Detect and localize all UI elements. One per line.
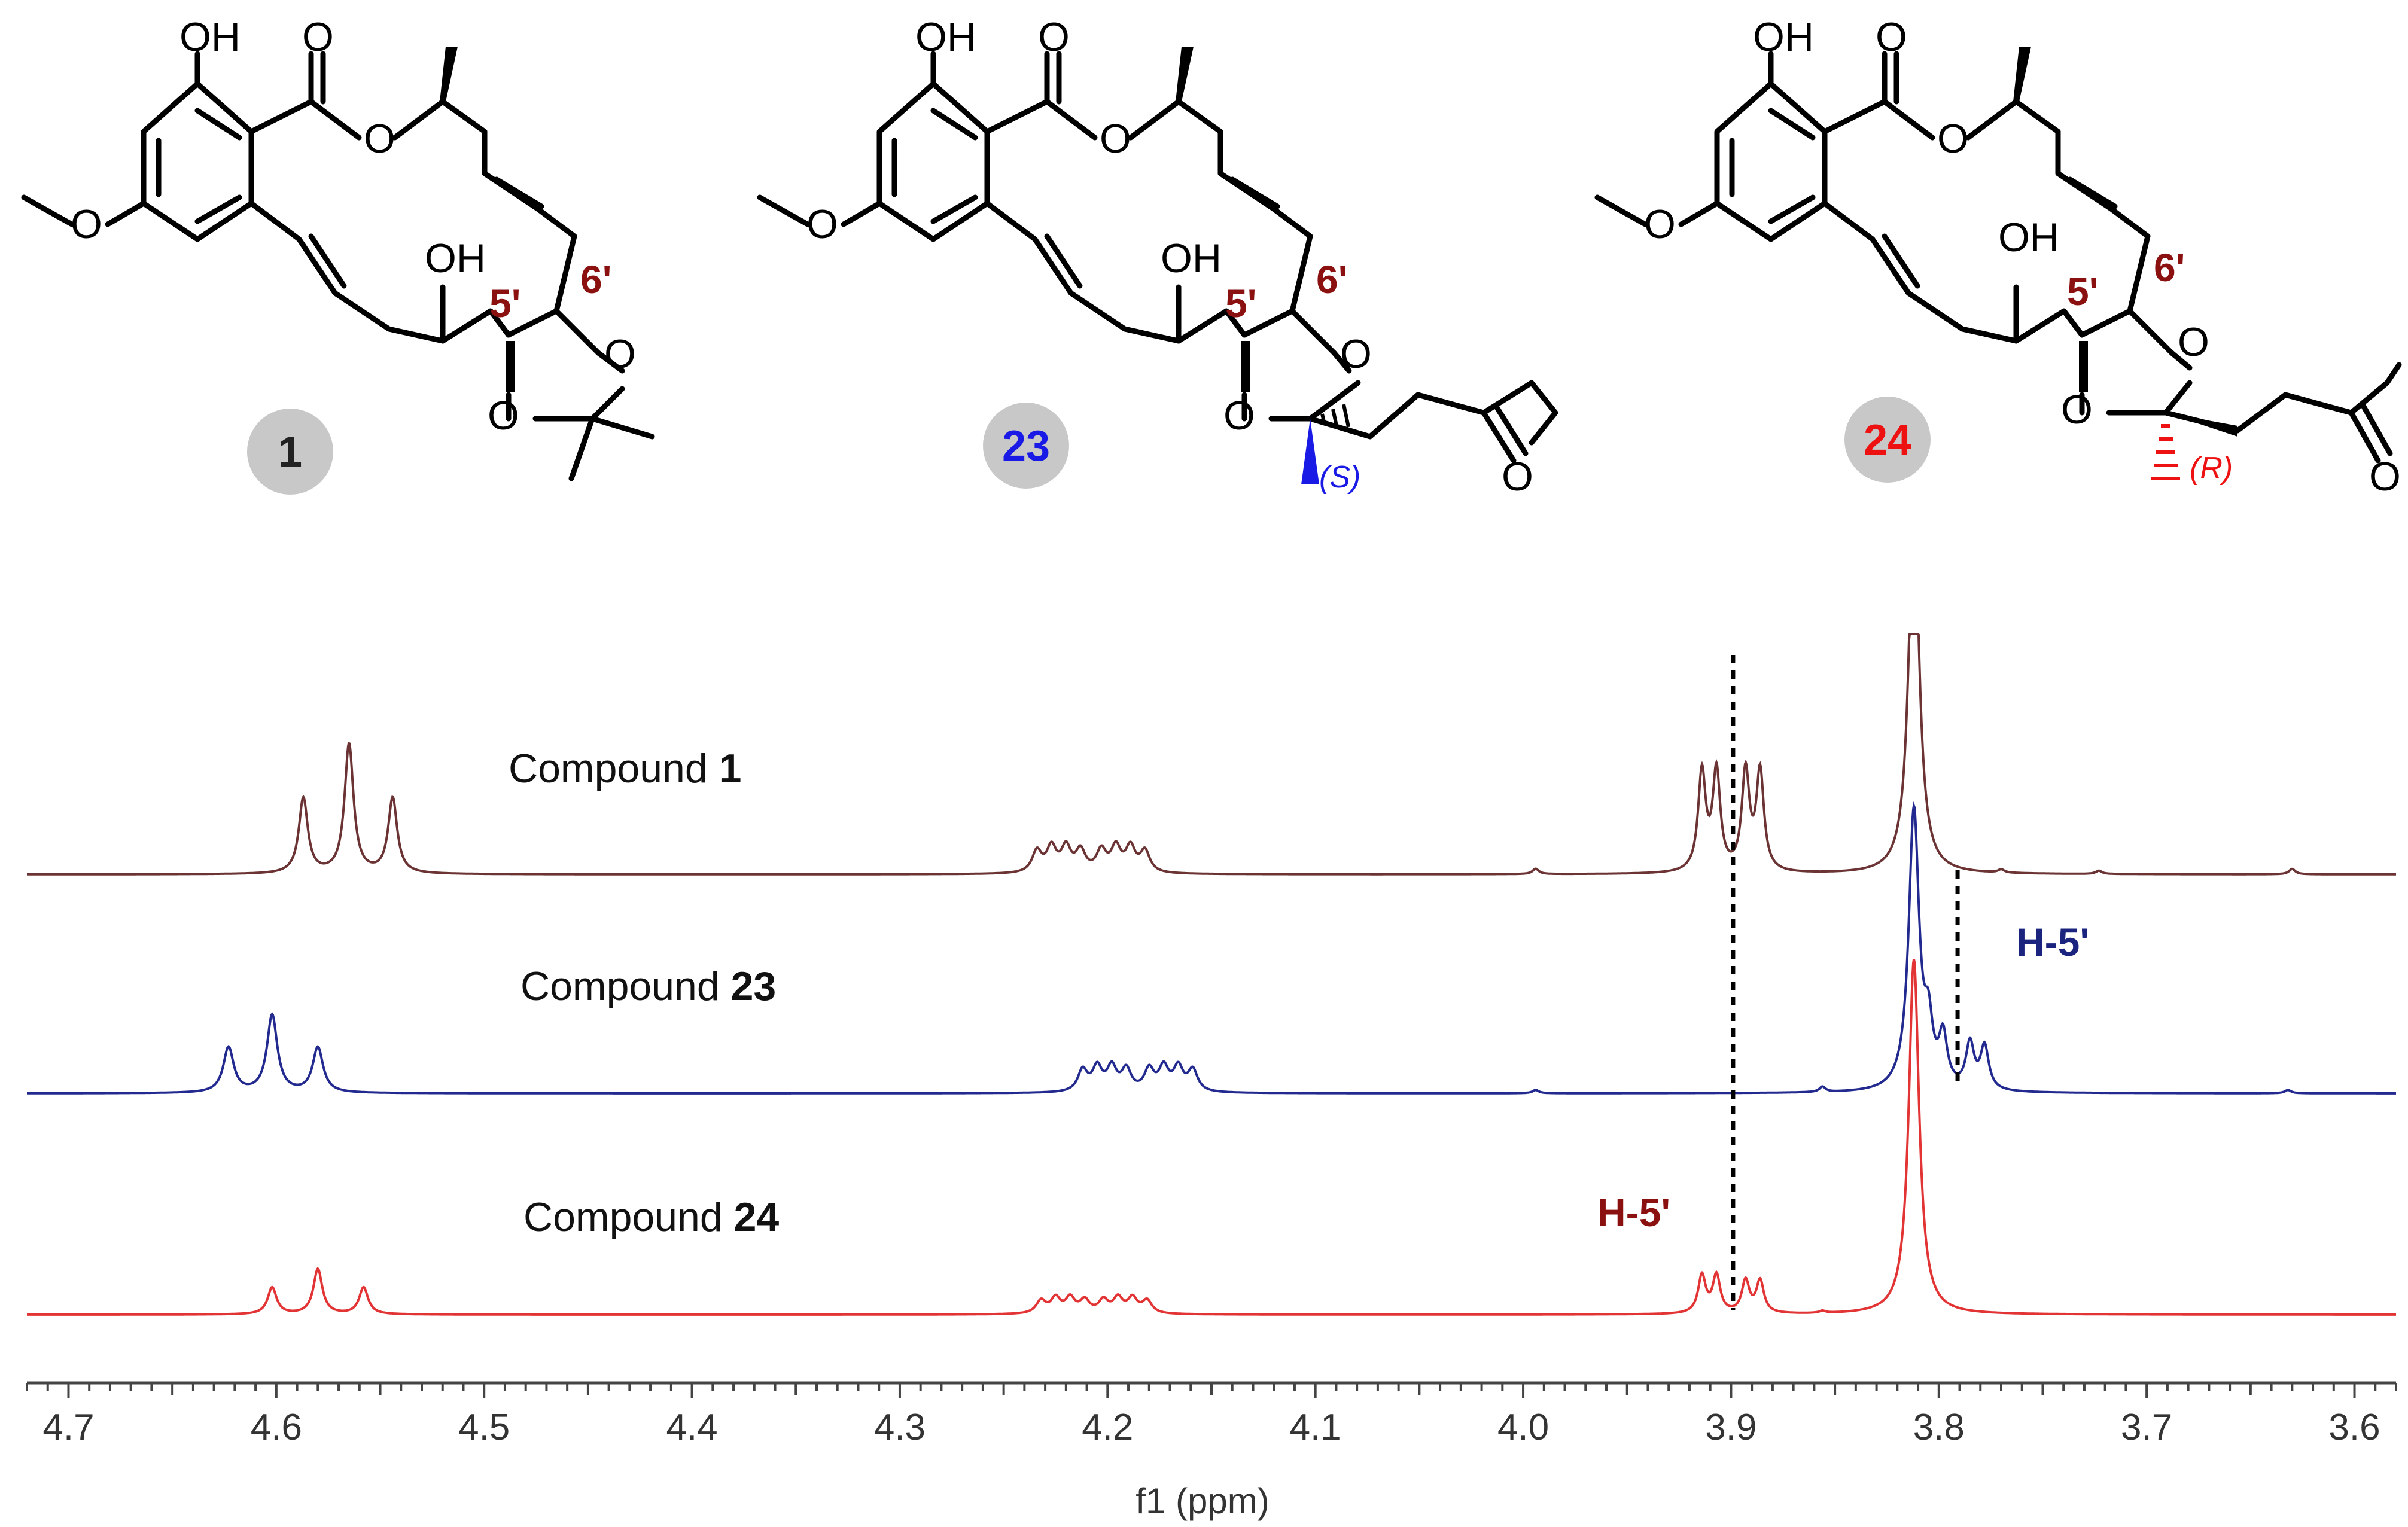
stereo-hash-23	[1320, 404, 1350, 428]
structure-compound-1	[21, 47, 655, 481]
compound-id-1: 1	[278, 428, 302, 476]
peak-annotations: H-5' H-5'	[1597, 920, 2089, 1235]
structure-1-labels: OH O O O OH O O	[71, 14, 636, 438]
x-axis-label: f1 (ppm)	[1135, 1481, 1269, 1521]
label-oh-side: OH	[1998, 215, 2059, 260]
series-label-compound-1: Compound 1	[509, 746, 741, 791]
label-o-ester: O	[364, 116, 395, 161]
label-oh-top: OH	[1753, 14, 1814, 60]
series-label-compound-24: Compound 24	[523, 1194, 779, 1240]
spectrum-line-compound-23	[27, 801, 2396, 1095]
label-o-right: O	[604, 331, 636, 377]
x-tick-label: 4.7	[42, 1407, 94, 1448]
stereo-hash-24	[2151, 424, 2180, 480]
dashed-guides	[1731, 655, 1960, 1310]
label-o-carbonyl: O	[1876, 14, 1907, 60]
label-o-methoxy: O	[806, 202, 838, 247]
annotation-h5: H-5'	[2016, 920, 2089, 964]
x-tick-label: 4.1	[1290, 1407, 1341, 1448]
compound-badge-24: 24	[1844, 397, 1931, 483]
label-o-left: O	[488, 393, 519, 438]
label-position-6: 6'	[1316, 257, 1347, 301]
series-labels: Compound 1 Compound 23 Compound 24	[509, 746, 779, 1240]
nmr-spectra	[27, 633, 2396, 1316]
label-oh-top: OH	[179, 14, 241, 60]
structure-compound-23	[757, 47, 1558, 464]
label-o-right: O	[2178, 319, 2209, 365]
x-tick-label: 4.5	[458, 1407, 510, 1448]
label-position-6: 6'	[2154, 245, 2185, 289]
label-position-5: 5'	[1225, 281, 1256, 325]
structure-24-labels: OH O O O OH O O O	[1644, 14, 2401, 499]
compound-badge-1: 1	[247, 409, 333, 495]
label-o-carbonyl: O	[1038, 14, 1070, 60]
x-tick-label: 3.7	[2121, 1407, 2172, 1448]
stereo-wedge-23	[1301, 419, 1319, 484]
label-position-6: 6'	[580, 257, 611, 301]
x-tick-label: 3.6	[2328, 1407, 2380, 1448]
stereo-descriptor-23: (S)	[1319, 460, 1360, 495]
label-o-ketone: O	[2369, 454, 2401, 499]
label-o-ketone: O	[1502, 454, 1533, 499]
x-tick-label: 4.6	[251, 1407, 302, 1448]
stereo-wedge-24	[2166, 413, 2237, 437]
structure-24-position-labels: 5' 6'	[2067, 245, 2185, 313]
structure-1-position-labels: 5' 6'	[489, 257, 611, 325]
label-o-carbonyl: O	[302, 14, 334, 60]
x-tick-label: 4.0	[1497, 1407, 1549, 1448]
x-axis: 4.7 4.6 4.5 4.4 4.3 4.2 4.1 4.0 3.9 3.8 3.7 3.6	[26, 1381, 2397, 1448]
label-o-ester: O	[1100, 116, 1131, 161]
x-tick-label: 4.2	[1082, 1407, 1133, 1448]
label-position-5: 5'	[2067, 269, 2098, 313]
label-o-left: O	[2061, 387, 2093, 432]
label-o-methoxy: O	[71, 202, 102, 247]
spectrum-line-compound-24	[27, 959, 2396, 1316]
annotation-h5: H-5'	[1597, 1190, 1670, 1235]
structure-23-position-labels: 5' 6'	[1225, 257, 1347, 325]
spectrum-line-compound-1	[27, 633, 2396, 876]
label-oh-side: OH	[1161, 236, 1222, 281]
label-oh-side: OH	[425, 236, 486, 281]
label-o-left: O	[1223, 393, 1255, 438]
structure-23-labels: OH O O O OH O O O	[806, 14, 1533, 499]
x-tick-label: 3.9	[1705, 1407, 1756, 1448]
label-position-5: 5'	[489, 281, 520, 325]
compound-id-24: 24	[1864, 416, 1911, 464]
label-o-methoxy: O	[1644, 202, 1676, 247]
series-label-compound-23: Compound 23	[520, 964, 776, 1009]
label-oh-top: OH	[915, 14, 976, 60]
label-o-ester: O	[1937, 116, 1969, 161]
stereo-descriptor-24: (R)	[2190, 451, 2233, 486]
x-tick-label: 4.4	[666, 1407, 717, 1448]
compound-badge-23: 23	[983, 403, 1069, 489]
x-tick-label: 3.8	[1913, 1407, 1965, 1448]
label-o-right: O	[1340, 331, 1372, 377]
compound-id-23: 23	[1002, 422, 1050, 470]
x-tick-label: 4.3	[874, 1407, 926, 1448]
